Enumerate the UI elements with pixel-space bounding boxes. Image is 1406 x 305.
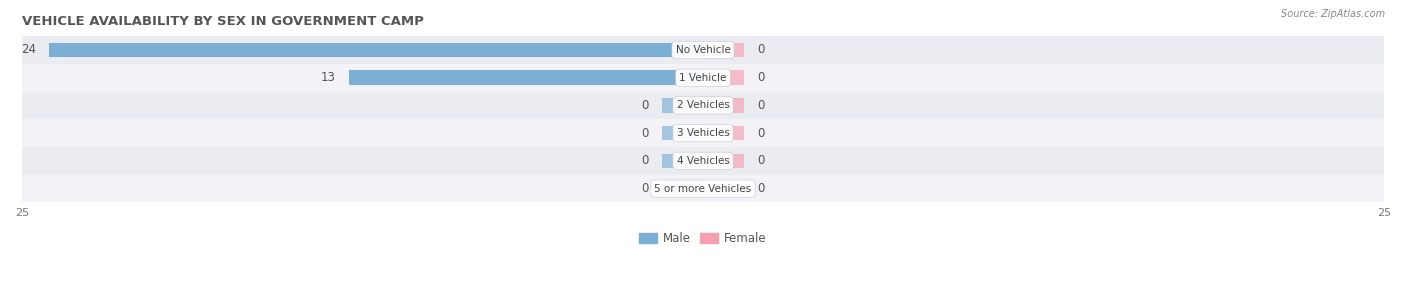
Bar bbox=[703, 70, 744, 85]
Text: 13: 13 bbox=[321, 71, 335, 84]
Bar bbox=[22, 147, 1384, 175]
Bar bbox=[22, 119, 1384, 147]
Text: VEHICLE AVAILABILITY BY SEX IN GOVERNMENT CAMP: VEHICLE AVAILABILITY BY SEX IN GOVERNMEN… bbox=[22, 15, 425, 28]
Bar bbox=[703, 98, 744, 113]
Bar bbox=[349, 70, 703, 85]
Text: 0: 0 bbox=[641, 154, 648, 167]
Text: 1 Vehicle: 1 Vehicle bbox=[679, 73, 727, 83]
Text: No Vehicle: No Vehicle bbox=[675, 45, 731, 55]
Text: 3 Vehicles: 3 Vehicles bbox=[676, 128, 730, 138]
Bar bbox=[703, 154, 744, 168]
Text: 0: 0 bbox=[758, 71, 765, 84]
Text: 0: 0 bbox=[641, 99, 648, 112]
Text: 0: 0 bbox=[641, 127, 648, 140]
Bar bbox=[22, 64, 1384, 92]
Text: Source: ZipAtlas.com: Source: ZipAtlas.com bbox=[1281, 9, 1385, 19]
Text: 24: 24 bbox=[21, 44, 35, 56]
Legend: Male, Female: Male, Female bbox=[634, 227, 772, 250]
Bar bbox=[703, 181, 744, 196]
Text: 0: 0 bbox=[758, 99, 765, 112]
Text: 0: 0 bbox=[758, 127, 765, 140]
Text: 5 or more Vehicles: 5 or more Vehicles bbox=[654, 184, 752, 194]
Bar bbox=[662, 181, 703, 196]
Bar bbox=[662, 98, 703, 113]
Text: 0: 0 bbox=[641, 182, 648, 195]
Text: 0: 0 bbox=[758, 44, 765, 56]
Bar bbox=[22, 36, 1384, 64]
Bar bbox=[22, 175, 1384, 203]
Text: 2 Vehicles: 2 Vehicles bbox=[676, 100, 730, 110]
Text: 0: 0 bbox=[758, 182, 765, 195]
Text: 0: 0 bbox=[758, 154, 765, 167]
Bar bbox=[49, 43, 703, 57]
Bar bbox=[22, 92, 1384, 119]
Bar bbox=[662, 126, 703, 140]
Bar bbox=[703, 43, 744, 57]
Bar bbox=[703, 126, 744, 140]
Bar bbox=[662, 154, 703, 168]
Text: 4 Vehicles: 4 Vehicles bbox=[676, 156, 730, 166]
